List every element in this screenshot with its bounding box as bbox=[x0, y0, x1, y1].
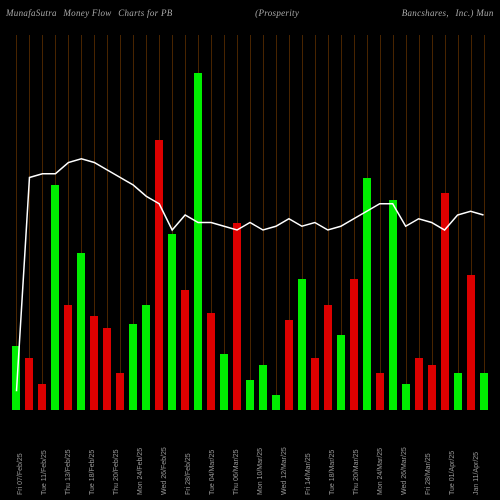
x-axis-label: Fri 07/Feb/25 bbox=[17, 453, 24, 495]
x-axis-label: Thu 20/Mar/25 bbox=[353, 449, 360, 495]
chart-area bbox=[10, 35, 490, 410]
x-axis-label: Fri 14/Mar/25 bbox=[305, 453, 312, 495]
x-axis-label: Mon 24/Mar/25 bbox=[377, 448, 384, 495]
x-axis-label: Mon 10/Mar/25 bbox=[257, 448, 264, 495]
x-axis-label: Tue 01/Apr/25 bbox=[449, 451, 456, 495]
x-axis-label: Thu 06/Mar/25 bbox=[233, 449, 240, 495]
x-axis-label: Jan 11/Apr/25 bbox=[473, 452, 480, 495]
x-axis-label: Tue 04/Mar/25 bbox=[209, 450, 216, 495]
x-axis-label: Wed 26/Mar/25 bbox=[401, 447, 408, 495]
x-axis-label: Fri 28/Feb/25 bbox=[185, 453, 192, 495]
x-axis-label: Mon 24/Feb/25 bbox=[137, 448, 144, 495]
x-axis-label: Tue 18/Mar/25 bbox=[329, 450, 336, 495]
x-axis-label: Fri 28/Mar/25 bbox=[425, 453, 432, 495]
x-axis-label: Thu 20/Feb/25 bbox=[113, 449, 120, 495]
x-axis-label: Wed 12/Mar/25 bbox=[281, 447, 288, 495]
chart-title: MunafaSutra Money Flow Charts for PB (Pr… bbox=[0, 8, 500, 18]
x-axis-label: Tue 11/Feb/25 bbox=[41, 450, 48, 495]
price-line bbox=[10, 35, 490, 410]
x-axis-labels: Fri 07/Feb/25 Tue 11/Feb/25 Thu 13/Feb/25 T… bbox=[10, 415, 490, 500]
x-axis-label: Thu 13/Feb/25 bbox=[65, 449, 72, 495]
x-axis-label: Tue 18/Feb/25 bbox=[89, 450, 96, 495]
x-axis-label: Wed 26/Feb/25 bbox=[161, 447, 168, 495]
